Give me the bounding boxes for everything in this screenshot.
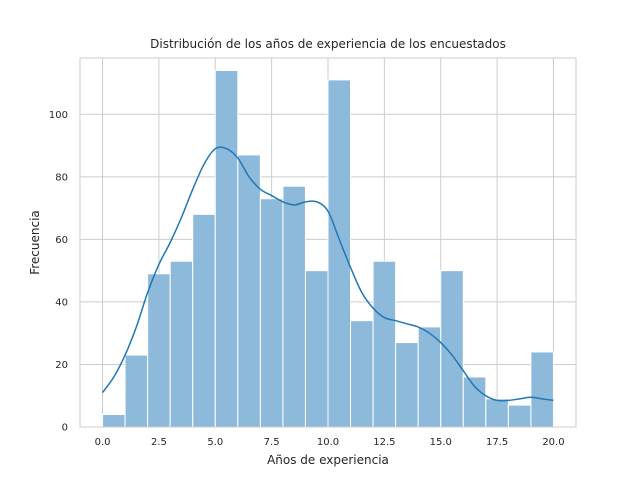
chart-title: Distribución de los años de experiencia …	[150, 37, 506, 51]
histogram-bar	[124, 354, 149, 428]
y-tick-labels: 0 20 40 60 80 100	[49, 110, 68, 434]
histogram-bar	[327, 79, 352, 428]
histogram-bar	[214, 70, 239, 428]
y-tick-label: 100	[49, 110, 68, 121]
x-tick-label: 10.0	[317, 437, 339, 448]
y-tick-label: 80	[55, 172, 68, 183]
histogram-bar	[395, 342, 419, 428]
histogram-bar	[147, 273, 171, 428]
histogram-bars	[102, 70, 554, 428]
y-tick-label: 60	[55, 235, 68, 246]
y-axis-label: Frecuencia	[28, 210, 42, 275]
histogram-bar	[485, 398, 509, 428]
histogram-bar	[507, 404, 532, 428]
plot-frame	[79, 57, 577, 428]
kde-curve	[101, 146, 554, 402]
kde-curve-group	[101, 146, 554, 402]
x-tick-label: 20.0	[542, 437, 564, 448]
y-tick-label: 0	[62, 423, 68, 434]
histogram-bar	[102, 413, 126, 428]
histogram-bar	[282, 185, 306, 428]
histogram-bar	[192, 213, 216, 428]
x-tick-label: 5.0	[207, 437, 223, 448]
x-tick-label: 17.5	[486, 437, 508, 448]
x-tick-label: 7.5	[264, 437, 280, 448]
x-tick-label: 0.0	[95, 437, 111, 448]
x-tick-label: 2.5	[151, 437, 167, 448]
x-tick-label: 15.0	[430, 437, 452, 448]
histogram-bar	[372, 260, 397, 428]
histogram-bar	[530, 351, 554, 428]
histogram-bar	[237, 154, 261, 428]
histogram-bar	[169, 260, 194, 428]
x-tick-labels: 0.0 2.5 5.0 7.5 10.0 12.5 15.0 17.5 20.0	[95, 437, 565, 448]
histogram-bar	[350, 320, 374, 428]
x-tick-label: 12.5	[373, 437, 395, 448]
x-axis-label: Años de experiencia	[267, 453, 389, 467]
histogram-bar	[259, 198, 284, 428]
histogram-bar	[440, 270, 464, 428]
histogram-bar	[417, 326, 442, 428]
histogram-bar	[304, 270, 329, 428]
y-tick-label: 20	[55, 360, 68, 371]
histogram-bar	[462, 376, 487, 428]
y-tick-label: 40	[55, 297, 68, 308]
